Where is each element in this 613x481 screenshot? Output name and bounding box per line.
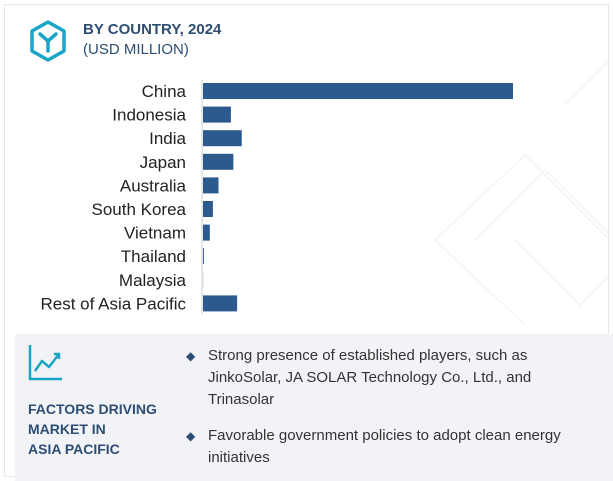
bar-chart: China Indonesia India Japan Australia South K… [40, 80, 513, 314]
bar-south-korea [203, 201, 213, 217]
chart-subtitle: (USD MILLION) [83, 41, 189, 58]
factor-bullet-text: Strong presence of established players, … [208, 347, 532, 408]
category-label: Malaysia [119, 271, 187, 290]
factors-panel [15, 334, 613, 481]
factor-bullet-text: Favorable government policies to adopt c… [208, 427, 561, 466]
factor-bullet-1: ◆ Strong presence of established players… [186, 345, 596, 411]
category-label: Thailand [121, 247, 186, 266]
category-label: China [142, 82, 187, 101]
chart-title: BY COUNTRY, 2024 [83, 21, 222, 38]
bar-china [203, 83, 513, 99]
category-label: Australia [120, 176, 187, 195]
category-label: South Korea [91, 200, 186, 219]
bar-rest-of-asia-pacific [203, 295, 238, 312]
diamond-bullet-icon: ◆ [186, 429, 196, 443]
bar-thailand [203, 248, 204, 265]
bar-indonesia [203, 106, 231, 123]
factors-title: FACTORS DRIVING MARKET IN ASIA PACIFIC [28, 401, 157, 457]
category-label: Rest of Asia Pacific [40, 294, 186, 313]
factor-bullet-2: ◆ Favorable government policies to adopt… [186, 425, 596, 469]
line-chart-trend-icon [28, 345, 62, 381]
hexagon-y-logo-icon [30, 20, 66, 62]
bar-india [203, 130, 242, 147]
category-label: Japan [140, 153, 186, 172]
background-decoration [434, 61, 608, 326]
category-label: Vietnam [124, 224, 186, 243]
bar-japan [203, 153, 234, 170]
category-label: Indonesia [112, 106, 186, 125]
diamond-bullet-icon: ◆ [186, 349, 196, 363]
bar-vietnam [203, 224, 210, 241]
category-label: India [149, 129, 186, 148]
bar-australia [203, 177, 219, 194]
